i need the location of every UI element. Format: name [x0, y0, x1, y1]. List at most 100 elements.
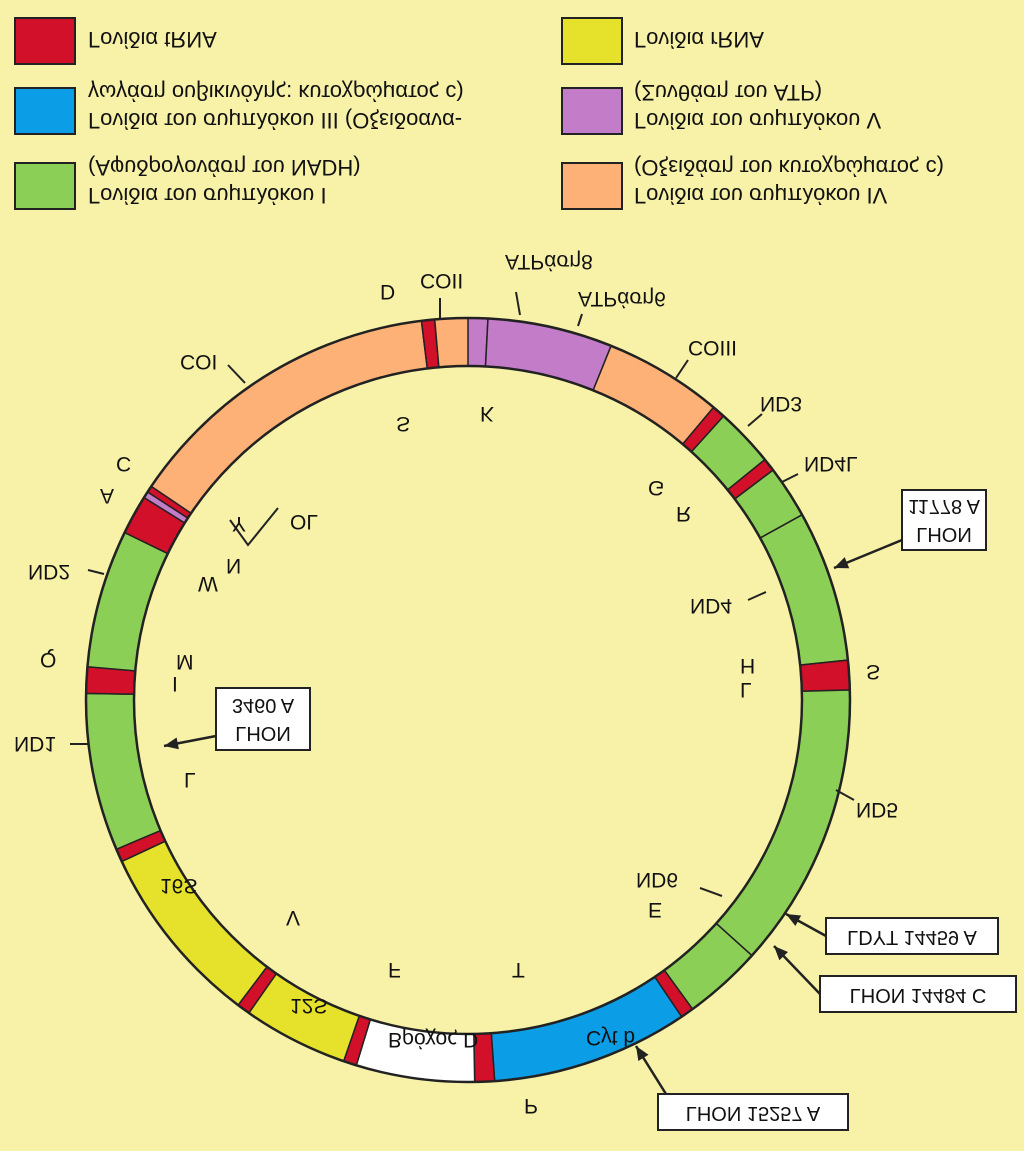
leader-nd6	[699, 887, 723, 897]
legend-label-complex-iv-line2: (Οξειδάση του κυτοχρώματος c)	[634, 155, 944, 180]
trna-label-h: H	[740, 654, 755, 677]
leader-nd4	[747, 591, 767, 601]
gene-label-nd4l: ND4L	[804, 452, 858, 475]
legend-item-rrna: Γονίδια rRNA	[561, 17, 764, 65]
trna-label-e: E	[648, 898, 662, 921]
legend-item-trna: Γονίδια tRNA	[14, 17, 217, 65]
ring-segment-atp6	[484, 317, 613, 392]
mutation-box-11778: 11778 A LHON	[901, 489, 987, 551]
trna-label-n: N	[226, 554, 241, 577]
mutation-box-14459: LDYT 14459 A	[825, 917, 999, 955]
legend-item-complex-v: Γονίδια του συμπλόκου V (Συνθάση του ATP…	[561, 80, 881, 135]
legend-swatch-complex-i	[14, 162, 76, 210]
mutation-box-14484: LHON 14484 C	[819, 975, 1017, 1013]
legend-label-complex-i-line1: Γονίδια του συμπλόκου I	[88, 183, 327, 208]
gene-label-atp8: ATPάση8	[505, 250, 593, 273]
gene-label-dloop: Βρόχος D	[388, 1028, 478, 1051]
trna-label-f: F	[388, 958, 401, 981]
gene-labels: COI COII ATPάση8 ATPάση6 COIII ND3 ND4L …	[14, 250, 898, 1051]
origin-label-ol: OL	[290, 510, 318, 533]
mutation-3460-line2: LHON	[235, 722, 291, 744]
trna-label-w: W	[198, 572, 218, 595]
trna-label-y: Y	[232, 512, 246, 535]
gene-label-nd5: ND5	[856, 798, 898, 821]
ring-segment-16s	[120, 840, 269, 1007]
gene-label-nd4: ND4	[690, 594, 732, 617]
mutation-box-15257: LHON 15257 A	[657, 1093, 849, 1131]
gene-label-coii: COII	[420, 269, 463, 292]
trna-label-k: K	[480, 402, 494, 425]
trna-label-l1: L	[184, 768, 196, 791]
gene-label-cytb: Cyt b	[586, 1026, 635, 1049]
mutation-arrows	[163, 538, 903, 1095]
mutation-arrow-15257	[634, 1045, 668, 1095]
leader-nd2	[87, 569, 105, 575]
mutation-3460-line1: 3460 A	[232, 694, 295, 716]
mutation-box-3460: 3460 A LHON	[215, 687, 311, 751]
trna-label-a: A	[100, 484, 114, 507]
mutation-14484: LHON 14484 C	[850, 984, 987, 1006]
trna-label-l2: L	[740, 678, 752, 701]
ring-segment-nd1	[85, 692, 162, 851]
origin-ol-arrow	[229, 507, 279, 547]
trna-label-m: M	[176, 650, 194, 673]
gene-label-12s: 12S	[290, 994, 327, 1017]
mutation-11778-line1: 11778 A	[908, 495, 981, 517]
mutation-11778-line2: LHON	[916, 523, 972, 545]
leader-atp8	[515, 291, 521, 316]
legend-item-complex-iii: Γονίδια του συμπλόκου III (Οξειδοανα- γω…	[14, 80, 464, 135]
label-leaders	[70, 291, 855, 897]
trna-label-s1: S	[396, 412, 410, 435]
mutation-arrow-14459	[785, 912, 827, 938]
leader-nd4l	[781, 473, 799, 483]
leader-nd3	[747, 413, 763, 427]
legend-label-complex-v-line1: Γονίδια του συμπλόκου V	[634, 108, 881, 133]
trna-label-s2: S	[866, 660, 880, 683]
ring-segment-h-s-l	[799, 659, 851, 693]
leader-coiii	[675, 359, 689, 379]
trna-label-c: C	[116, 452, 131, 475]
mutation-callouts: 11778 A LHON LDYT 14459 A LHON 14484 C L…	[215, 489, 1017, 1131]
gene-label-16s: 16S	[160, 874, 197, 897]
legend-label-complex-v-line2: (Συνθάση του ATP)	[634, 80, 822, 105]
trna-label-i: I	[172, 672, 178, 695]
mutation-arrow-14484	[773, 945, 821, 995]
trna-label-v: V	[286, 906, 300, 929]
legend-label-trna: Γονίδια tRNA	[88, 27, 217, 52]
leader-nd5	[835, 789, 855, 801]
gene-label-nd1: ND1	[14, 732, 56, 755]
legend-swatch-trna	[14, 17, 76, 65]
trna-labels: D S K G R H S L E T P F V L I Q M W A N …	[40, 280, 880, 1117]
legend-swatch-complex-iv	[561, 162, 623, 210]
leader-coi	[227, 364, 246, 384]
gene-label-atp6: ATPάση6	[578, 287, 666, 310]
legend-swatch-rrna	[561, 17, 623, 65]
trna-label-p: P	[524, 1094, 538, 1117]
mutation-arrow-3460	[163, 734, 217, 750]
ring-inner-outline	[132, 364, 804, 1036]
legend-label-complex-iii-line2: γωγάση ουβικινόλης: κυτοχρώματος c)	[88, 80, 464, 105]
trna-label-q: Q	[40, 648, 56, 671]
legend-item-complex-i: Γονίδια του συμπλόκου I (Αφυδρογονάση το…	[14, 155, 361, 210]
ring-segment-coii-a	[433, 317, 469, 369]
trna-label-t: T	[512, 958, 525, 981]
trna-label-d: D	[380, 280, 395, 303]
legend-item-complex-iv: Γονίδια του συμπλόκου IV (Οξειδάση του κ…	[561, 155, 944, 210]
legend: Γονίδια tRNA Γονίδια rRNA Γονίδια του συ…	[14, 17, 944, 210]
legend-swatch-complex-iii	[14, 87, 76, 135]
leader-atp6	[577, 313, 583, 327]
gene-label-nd6: ND6	[636, 868, 678, 891]
trna-label-g: G	[648, 476, 664, 499]
mutation-15257: LHON 15257 A	[686, 1102, 821, 1124]
legend-label-complex-iii-line1: Γονίδια του συμπλόκου III (Οξειδοανα-	[88, 108, 462, 133]
mutation-arrow-11778	[833, 538, 903, 570]
mutation-14459: LDYT 14459 A	[847, 926, 977, 948]
gene-label-coiii: COIII	[688, 336, 737, 359]
legend-label-complex-i-line2: (Αφυδρογονάση του NADH)	[88, 155, 361, 180]
trna-label-r: R	[676, 502, 691, 525]
legend-label-rrna: Γονίδια rRNA	[634, 27, 764, 52]
gene-label-coi: COI	[180, 350, 217, 373]
legend-swatch-complex-v	[561, 87, 623, 135]
genome-ring	[85, 317, 851, 1083]
